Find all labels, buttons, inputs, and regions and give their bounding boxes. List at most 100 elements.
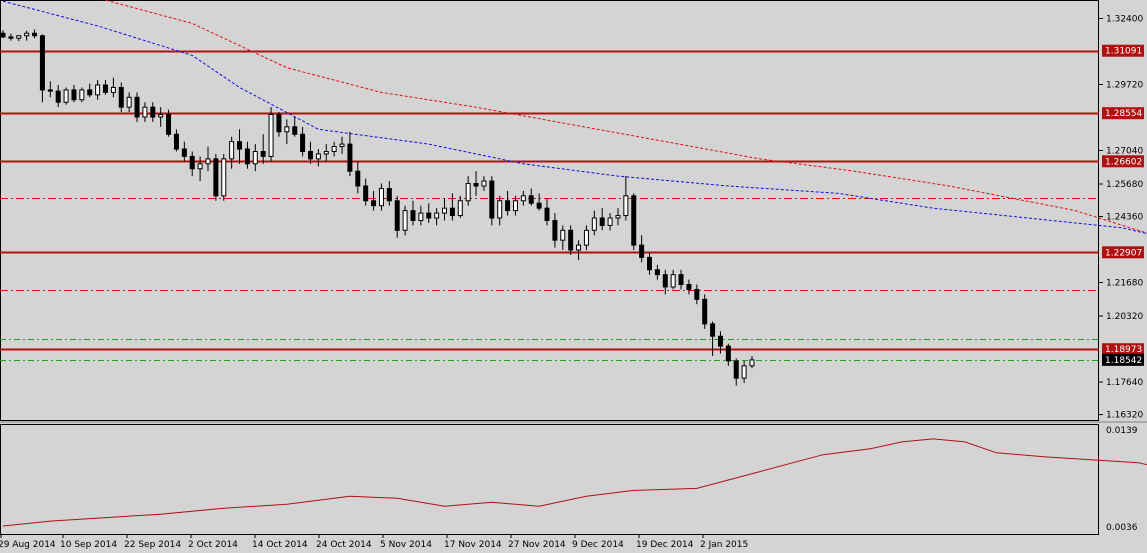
indicator-frame [0, 424, 1099, 535]
candle-body [173, 133, 179, 150]
candle-body [465, 183, 471, 202]
candle [576, 240, 582, 260]
candle-body [24, 32, 30, 37]
candle [181, 141, 187, 162]
candle-body [355, 170, 361, 187]
candle [371, 190, 377, 211]
candle-body [126, 96, 132, 108]
candle-body [331, 146, 337, 152]
candle-body [166, 114, 172, 135]
candle-body [497, 200, 503, 219]
candle-body [710, 323, 716, 337]
candle [197, 156, 203, 182]
candle-body [197, 163, 203, 170]
candle [173, 129, 179, 152]
candle-body [647, 256, 653, 271]
candle-body [300, 133, 306, 152]
candle-body [599, 217, 605, 226]
candle-body [410, 210, 416, 221]
candle [213, 153, 219, 201]
time-tick-label: 5 Nov 2014 [380, 540, 432, 550]
candle-body [213, 158, 219, 197]
candle [402, 205, 408, 236]
candle-body [662, 274, 668, 288]
candle [512, 195, 518, 216]
price-tick-label: 1.27040 [1106, 147, 1143, 157]
candle [205, 146, 211, 172]
candle-body [55, 90, 61, 103]
level-label: 1.18973 [1105, 345, 1142, 355]
candle [158, 107, 164, 127]
time-tick-label: 22 Sep 2014 [124, 540, 181, 550]
main-plot [0, 0, 1147, 423]
candle [489, 176, 495, 226]
candle [647, 252, 653, 275]
level-label-box [1102, 246, 1144, 259]
candle [32, 29, 38, 39]
candle-body [639, 244, 645, 258]
candle [465, 176, 471, 206]
candle [221, 153, 227, 201]
current-price-box [1102, 353, 1144, 366]
indicator-plot [0, 424, 1147, 535]
candle-body [394, 200, 400, 231]
candle [583, 225, 589, 251]
time-tick-label: 2 Jan 2015 [700, 540, 748, 550]
ma-red-line [102, 0, 1147, 234]
candle [662, 269, 668, 295]
candle-body [694, 288, 700, 300]
candle-body [347, 143, 353, 172]
candle-body [16, 35, 22, 39]
candle-body [181, 148, 187, 157]
candle [591, 210, 597, 236]
price-tick-label: 1.25680 [1106, 180, 1143, 190]
candle [79, 87, 85, 103]
candle-body [591, 217, 597, 231]
candle-body [307, 150, 313, 160]
candle-body [442, 207, 448, 214]
candle-body [371, 200, 377, 207]
candle-body [363, 185, 369, 202]
candle-body [741, 365, 747, 379]
candle-body [47, 89, 53, 92]
candle-body [221, 158, 227, 197]
price-tick-label: 1.29720 [1106, 80, 1143, 90]
time-tick-label: 10 Sep 2014 [60, 540, 117, 550]
candle [749, 355, 755, 369]
ma-blue-line [2, 0, 1147, 235]
candle-body [39, 35, 45, 91]
candle [110, 77, 116, 98]
candle-body [489, 180, 495, 219]
candle [24, 30, 30, 41]
candle-body [205, 158, 211, 165]
time-tick-label: 9 Dec 2014 [572, 540, 624, 550]
candle-body [134, 96, 140, 118]
candle [473, 171, 479, 196]
candle [315, 149, 321, 167]
time-tick-label: 17 Nov 2014 [444, 540, 502, 550]
candle-body [229, 141, 235, 160]
candle [63, 87, 69, 105]
candle-body [260, 150, 266, 157]
candle-body [544, 207, 550, 221]
candle-body [457, 200, 463, 217]
candle-body [315, 153, 321, 160]
time-tick-label: 19 Dec 2014 [636, 540, 694, 550]
candle-body [63, 89, 69, 103]
candle-body [552, 219, 558, 241]
candle-body [528, 195, 534, 204]
candle [284, 119, 290, 145]
candle [623, 176, 629, 221]
candle [331, 141, 337, 157]
candle-body [505, 200, 511, 212]
candle [410, 200, 416, 226]
candle [686, 279, 692, 295]
candle-body [79, 89, 85, 101]
candle [0, 30, 6, 39]
candle [678, 269, 684, 290]
candle-body [102, 84, 108, 93]
candle [252, 144, 258, 172]
candle [189, 151, 195, 177]
candle [505, 190, 511, 216]
